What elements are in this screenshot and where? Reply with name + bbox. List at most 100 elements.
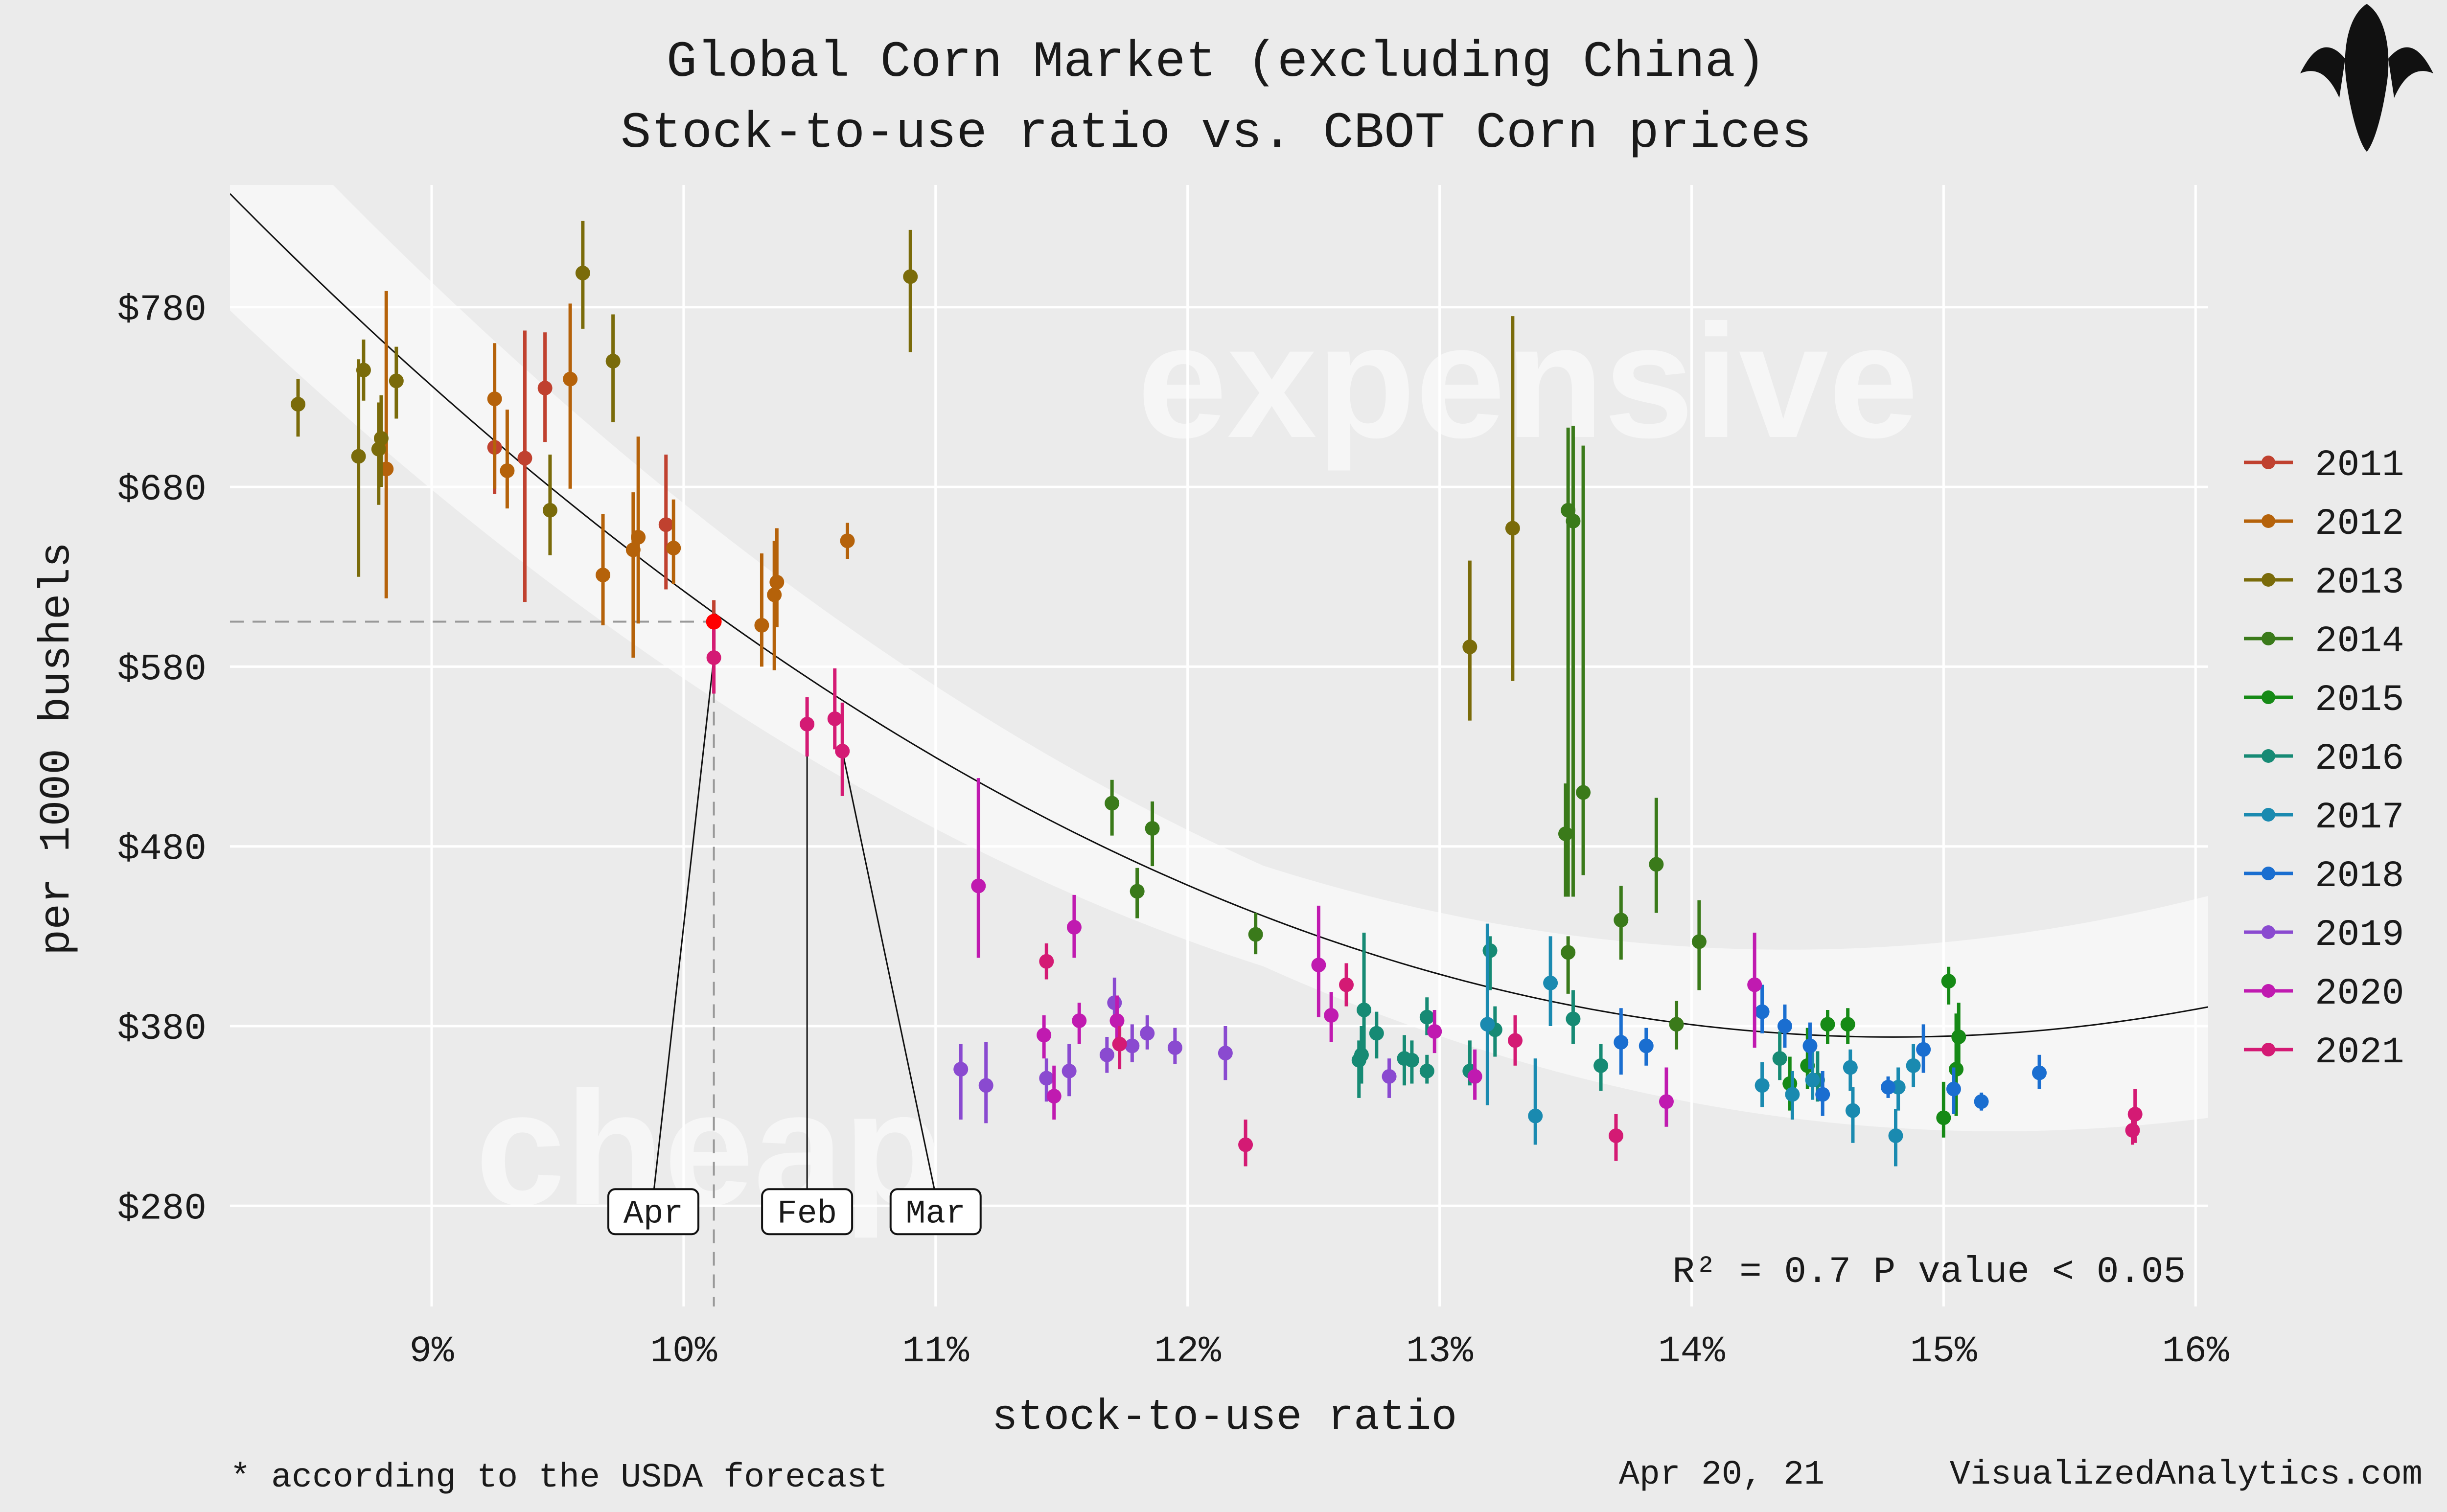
y-axis-title: per 1000 bushels [33, 542, 82, 956]
data-point [1109, 1013, 1125, 1028]
data-point [1039, 954, 1054, 969]
x-tick-label: 9% [409, 1330, 454, 1373]
data-point [666, 540, 681, 555]
data-point [1130, 884, 1145, 899]
data-point [1311, 958, 1326, 973]
x-tick-label: 13% [1406, 1330, 1473, 1373]
data-point [1820, 1017, 1835, 1032]
data-point [1951, 1030, 1966, 1045]
data-point [1888, 1128, 1903, 1144]
callout-label: Feb [777, 1195, 837, 1233]
legend-marker [2262, 690, 2275, 704]
data-point [1802, 1038, 1818, 1054]
data-point [1916, 1042, 1931, 1057]
data-point [1099, 1047, 1114, 1062]
data-point [1462, 639, 1477, 654]
data-point [1105, 796, 1120, 811]
data-point [2125, 1123, 2140, 1138]
data-point [1248, 927, 1263, 942]
data-point [827, 711, 842, 726]
data-point [1974, 1094, 1989, 1109]
data-point [605, 353, 621, 368]
data-point [800, 716, 815, 732]
data-point [754, 618, 769, 633]
x-tick-label: 16% [2162, 1330, 2229, 1373]
data-point [2127, 1106, 2143, 1122]
data-point [1659, 1094, 1674, 1109]
footer-site: VisualizedAnalytics.com [1950, 1456, 2423, 1494]
legend-item-label: 2021 [2315, 1031, 2404, 1074]
data-point [1238, 1137, 1253, 1152]
legend-item-label: 2019 [2315, 914, 2404, 956]
data-point [1382, 1069, 1397, 1084]
data-point [1566, 1011, 1581, 1027]
data-point [1419, 1009, 1434, 1025]
data-point [537, 381, 553, 396]
data-point [1754, 1004, 1770, 1019]
highlight-point [706, 614, 722, 630]
data-point [575, 265, 590, 280]
legend-marker [2262, 808, 2275, 822]
footer-date: Apr 20, 21 [1619, 1456, 1824, 1494]
data-point [1467, 1069, 1482, 1084]
data-point [1614, 1035, 1629, 1050]
data-point [1167, 1040, 1182, 1055]
y-tick-label: $480 [117, 828, 207, 871]
data-point [769, 574, 785, 590]
data-point [1815, 1087, 1830, 1102]
data-point [2032, 1065, 2047, 1080]
data-point [1419, 1063, 1434, 1078]
data-point [1649, 857, 1664, 872]
chart-subtitle: Stock-to-use ratio vs. CBOT Corn prices [621, 105, 1812, 162]
data-point [1747, 977, 1762, 992]
data-point [1669, 1017, 1684, 1032]
legend-item-label: 2016 [2315, 738, 2404, 780]
data-point [1949, 1062, 1964, 1077]
data-point [1772, 1051, 1787, 1066]
legend-marker [2262, 984, 2275, 998]
footer-note: * according to the USDA forecast [230, 1459, 888, 1497]
data-point [953, 1062, 969, 1077]
legend-marker [2262, 573, 2275, 587]
data-point [1881, 1079, 1896, 1095]
data-point [351, 449, 366, 464]
data-point [1369, 1026, 1384, 1041]
chart-title: Global Corn Market (excluding China) [667, 34, 1766, 92]
data-point [1754, 1078, 1770, 1093]
data-point [1107, 995, 1122, 1010]
data-point [1843, 1060, 1858, 1075]
data-point [1840, 1017, 1855, 1032]
data-point [596, 568, 611, 583]
legend: 2011 2012 2013 2014 2015 2016 2017 2018 2019 2020… [2244, 444, 2404, 1074]
data-point [1046, 1089, 1062, 1104]
data-point [1480, 1017, 1495, 1032]
stats-text: R² = 0.7 P value < 0.05 [1672, 1251, 2186, 1293]
callout-line [841, 751, 937, 1195]
legend-item-label: 2014 [2315, 620, 2404, 663]
data-point [1593, 1058, 1609, 1073]
data-point [1777, 1019, 1792, 1033]
legend-item-label: 2020 [2315, 973, 2404, 1015]
data-point [356, 363, 371, 378]
data-point [1936, 1110, 1951, 1125]
legend-item-label: 2015 [2315, 679, 2404, 721]
y-tick-label: $380 [117, 1008, 207, 1050]
legend-item-label: 2011 [2315, 444, 2404, 486]
data-point [542, 503, 557, 518]
data-point [1805, 1073, 1820, 1088]
data-point [1218, 1046, 1233, 1061]
data-point [1845, 1103, 1860, 1118]
data-point [1357, 1002, 1372, 1017]
data-point [1066, 919, 1082, 935]
data-point [517, 451, 532, 466]
legend-marker [2262, 1043, 2275, 1056]
legend-marker [2262, 514, 2275, 528]
legend-marker [2262, 632, 2275, 645]
x-tick-label: 12% [1154, 1330, 1221, 1373]
data-point [835, 744, 850, 759]
data-point [487, 391, 502, 407]
data-point [563, 371, 578, 387]
data-point [1891, 1079, 1906, 1095]
